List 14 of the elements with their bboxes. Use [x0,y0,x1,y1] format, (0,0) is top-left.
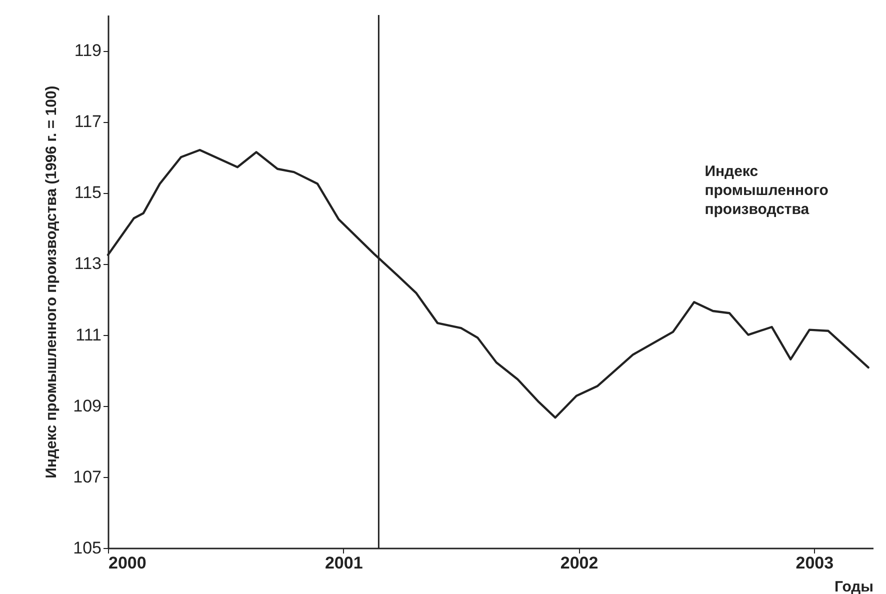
y-tick-label: 115 [74,183,102,202]
x-tick-label: 2000 [108,554,146,572]
y-tick-label: 105 [73,538,102,558]
y-tick-label: 117 [74,112,102,132]
x-tick-label: 2001 [324,554,363,572]
x-tick-label: 2002 [560,554,598,572]
y-tick-label: 119 [74,41,102,60]
y-tick-label: 111 [76,325,102,344]
x-tick-label: 2003 [796,554,834,572]
y-tick-label: 107 [73,467,102,486]
y-tick-label: 113 [74,254,102,274]
y-axis-title: Индекс промышленного производства (1996 г. = 100) [43,86,60,478]
text: Индекс промышленного производства [704,163,828,218]
y-tick-label: 109 [73,396,102,416]
